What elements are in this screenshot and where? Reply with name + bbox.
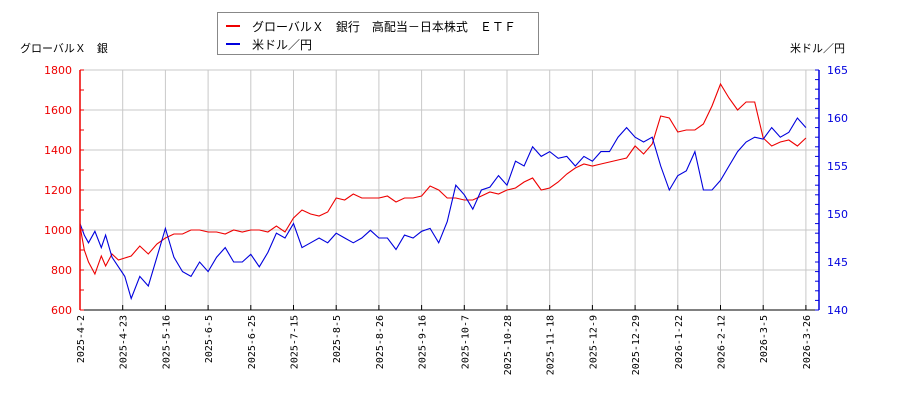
x-tick-label: 2025-10-7 (460, 315, 471, 369)
right-y-tick-label: 155 (827, 160, 848, 173)
x-tick-label: 2026-2-12 (717, 315, 728, 369)
left-y-tick-label: 1800 (44, 64, 72, 77)
etf-price-line (79, 82, 807, 276)
right-y-tick-label: 160 (827, 112, 848, 125)
legend-label-usdjpy: 米ドル／円 (252, 37, 313, 52)
left-y-tick-label: 1200 (44, 184, 72, 197)
x-tick-label: 2025-4-23 (119, 315, 130, 369)
left-y-tick-label: 1400 (44, 144, 72, 157)
x-tick-label: 2025-8-5 (332, 315, 343, 363)
x-tick-label: 2025-5-16 (161, 315, 172, 369)
right-y-tick-label: 150 (827, 208, 848, 221)
x-tick-label: 2025-12-29 (631, 315, 642, 375)
left-axis-title: グローバルＸ 銀 (20, 42, 108, 55)
left-y-tick-label: 1000 (44, 224, 72, 237)
x-tick-label: 2026-1-22 (674, 315, 685, 369)
series-lines (79, 82, 807, 301)
legend-item-etf: グローバルＸ 銀行 高配当－日本株式 ＥＴＦ (226, 18, 516, 34)
usdjpy-line (79, 117, 807, 301)
right-axis-title: 米ドル／円 (790, 42, 845, 55)
x-tick-label: 2025-11-18 (546, 315, 557, 375)
right-y-tick-label: 140 (827, 304, 848, 317)
chart-legend: グローバルＸ 銀行 高配当－日本株式 ＥＴＦ 米ドル／円 (217, 12, 539, 55)
x-tick-label: 2025-9-16 (418, 315, 429, 369)
left-y-tick-label: 600 (51, 304, 72, 317)
x-tick-label: 2025-4-2 (76, 315, 87, 363)
legend-label-etf: グローバルＸ 銀行 高配当－日本株式 ＥＴＦ (252, 19, 516, 34)
left-y-tick-label: 800 (51, 264, 72, 277)
legend-item-usdjpy: 米ドル／円 (226, 36, 312, 52)
x-tick-label: 2026-3-26 (802, 315, 813, 369)
left-y-tick-label: 1600 (44, 104, 72, 117)
right-y-tick-label: 165 (827, 64, 848, 77)
x-tick-label: 2025-10-28 (503, 315, 514, 375)
x-tick-label: 2025-8-26 (375, 315, 386, 369)
x-tick-label: 2026-3-5 (759, 315, 770, 363)
right-y-tick-label: 145 (827, 256, 848, 269)
legend-swatch-red (226, 25, 240, 27)
x-tick-label: 2025-12-9 (588, 315, 599, 369)
x-tick-label: 2025-6-5 (204, 315, 215, 363)
axes: 2025-4-2 2025-4-23 2025-5-16 2025-6-5 2025-6… (44, 64, 848, 375)
legend-swatch-blue (226, 43, 240, 45)
x-tick-label: 2025-6-25 (247, 315, 258, 369)
x-tick-label: 2025-7-15 (290, 315, 301, 369)
